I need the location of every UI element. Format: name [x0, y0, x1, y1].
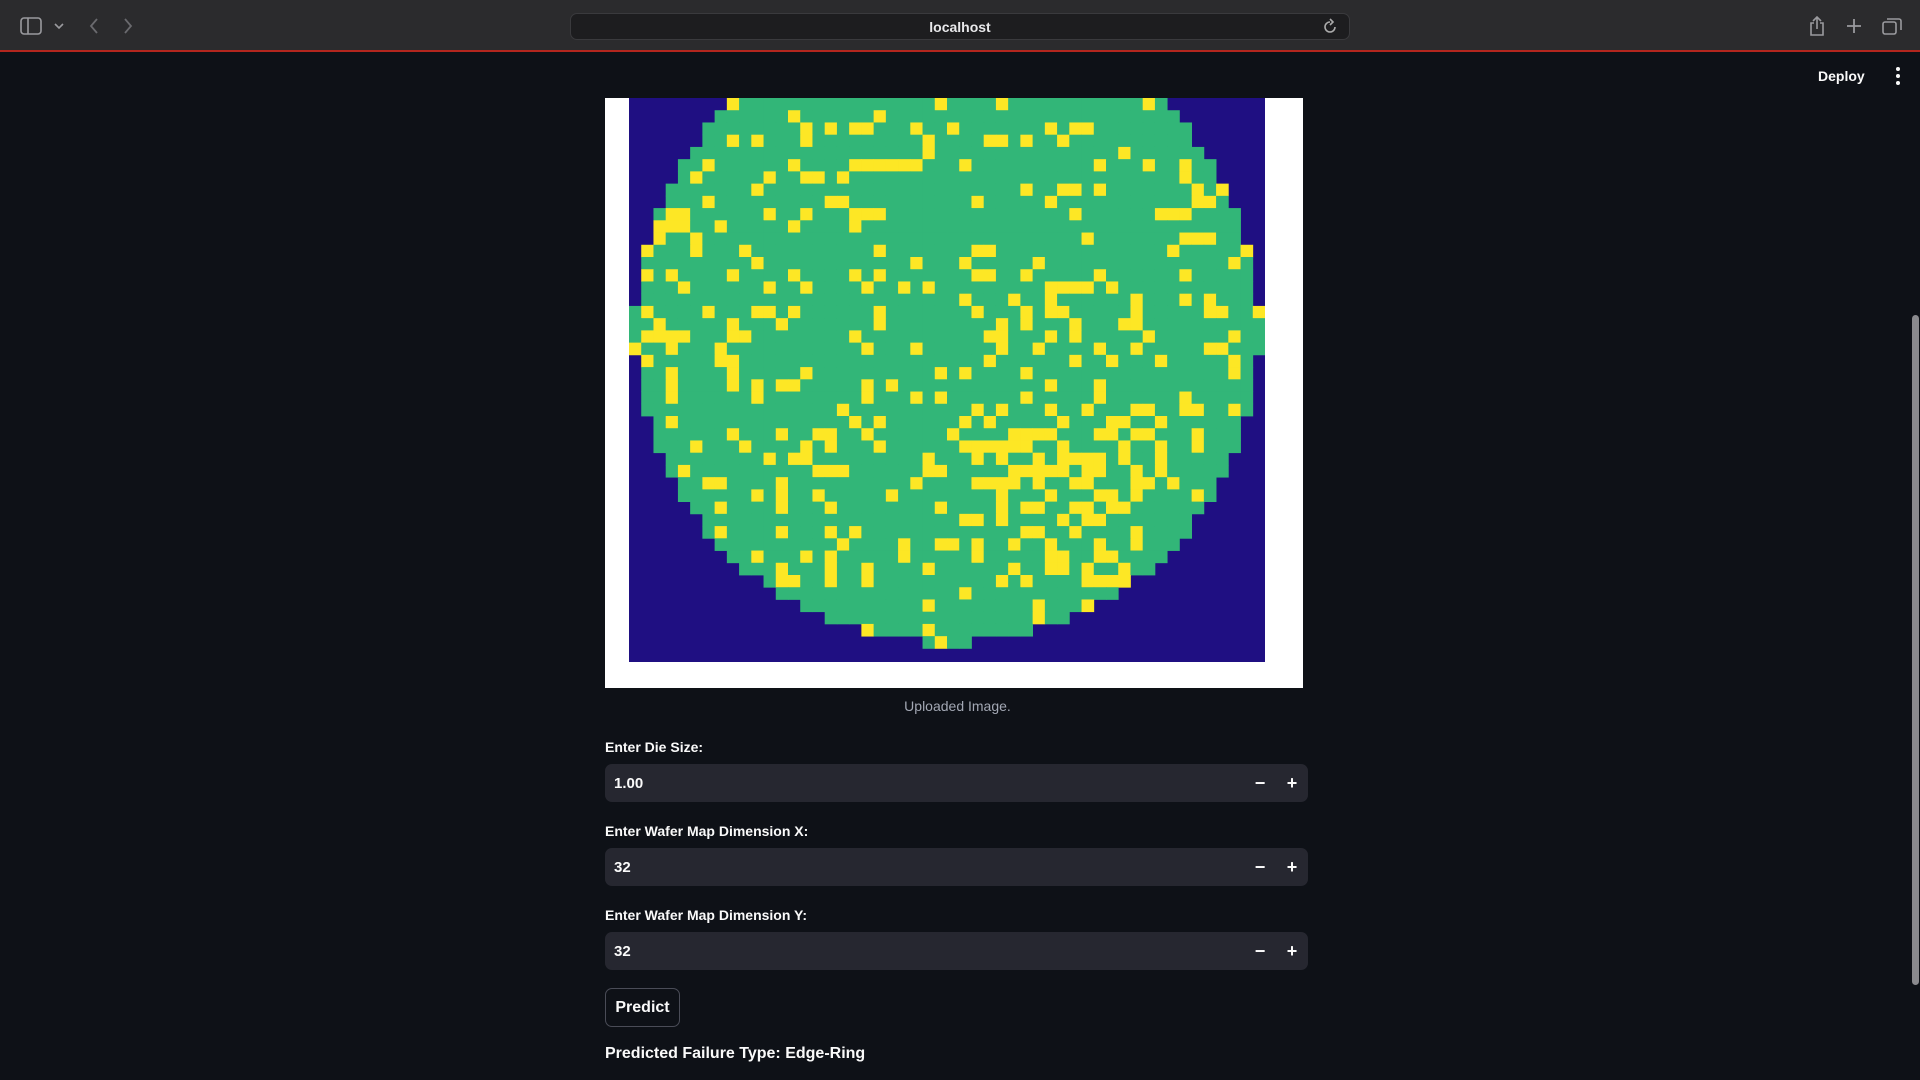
scrollbar[interactable]: [1912, 315, 1919, 985]
predict-button[interactable]: Predict: [605, 988, 680, 1027]
dimension-y-value[interactable]: 32: [614, 942, 631, 960]
die-size-label: Enter Die Size:: [605, 739, 704, 755]
address-bar[interactable]: localhost: [570, 13, 1350, 40]
decrement-button[interactable]: −: [1254, 772, 1266, 793]
increment-button[interactable]: +: [1286, 940, 1298, 961]
wafer-map-image: [629, 98, 1265, 662]
reload-icon[interactable]: [1321, 18, 1339, 36]
share-icon[interactable]: [1806, 13, 1828, 39]
dimension-y-input[interactable]: 32 − +: [605, 932, 1308, 970]
image-caption: Uploaded Image.: [904, 698, 1011, 714]
die-size-value[interactable]: 1.00: [614, 774, 644, 792]
uploaded-image: [605, 98, 1303, 688]
die-size-input[interactable]: 1.00 − +: [605, 764, 1308, 802]
new-tab-icon[interactable]: [1843, 13, 1865, 39]
prediction-result: Predicted Failure Type: Edge-Ring: [605, 1045, 866, 1062]
dimension-x-value[interactable]: 32: [614, 858, 631, 876]
increment-button[interactable]: +: [1286, 772, 1298, 793]
main-menu-icon[interactable]: [1888, 64, 1908, 88]
decrement-button[interactable]: −: [1254, 940, 1266, 961]
dimension-x-input[interactable]: 32 − +: [605, 848, 1308, 886]
browser-toolbar: localhost: [0, 0, 1920, 52]
sidebar-toggle-icon[interactable]: [18, 13, 44, 39]
chevron-down-icon[interactable]: [52, 13, 66, 39]
deploy-button[interactable]: Deploy: [1818, 68, 1865, 84]
tab-overview-icon[interactable]: [1880, 13, 1904, 39]
dimension-y-label: Enter Wafer Map Dimension Y:: [605, 907, 807, 923]
increment-button[interactable]: +: [1286, 856, 1298, 877]
url-text: localhost: [929, 18, 991, 35]
forward-icon[interactable]: [118, 13, 138, 39]
dimension-x-label: Enter Wafer Map Dimension X:: [605, 823, 809, 839]
decrement-button[interactable]: −: [1254, 856, 1266, 877]
back-icon[interactable]: [84, 13, 104, 39]
